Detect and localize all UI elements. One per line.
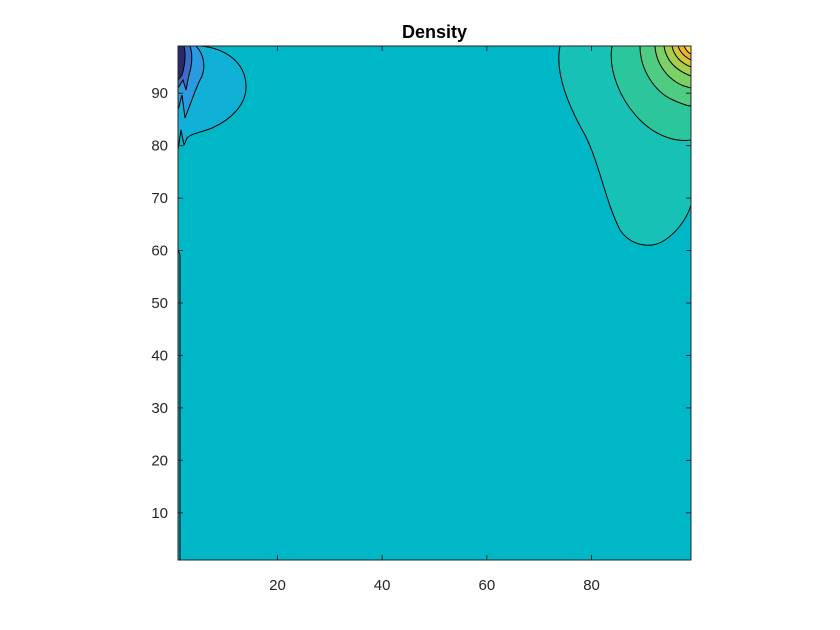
contour-line	[178, 46, 205, 119]
contour-line	[178, 46, 247, 151]
y-tick-label: 50	[151, 295, 168, 312]
contour-line	[639, 46, 691, 107]
low-contour-band-deep	[178, 46, 186, 80]
contour-line	[663, 46, 691, 77]
contour-line	[671, 46, 691, 68]
y-tick-label: 70	[151, 190, 168, 207]
contour-line	[178, 46, 186, 81]
plot-area	[178, 46, 691, 560]
y-tick-label: 40	[151, 347, 168, 364]
x-axis: 20 40 60 80	[269, 46, 600, 594]
x-tick-label: 20	[269, 577, 286, 594]
x-tick-label: 40	[374, 577, 391, 594]
y-tick-label: 30	[151, 400, 168, 417]
x-tick-label: 60	[479, 577, 496, 594]
y-tick-label: 10	[151, 505, 168, 522]
contour-line	[683, 46, 691, 55]
y-tick-label: 90	[151, 85, 168, 102]
x-tick-label: 80	[583, 577, 600, 594]
contour-line	[178, 249, 181, 560]
contour-line	[677, 46, 691, 61]
contour-line	[654, 46, 691, 89]
contour-line	[610, 46, 691, 141]
contour-line	[558, 46, 691, 246]
contour-line	[178, 46, 193, 91]
y-tick-label: 20	[151, 452, 168, 469]
y-axis: 10 20 30 40 50 60 70 80 90	[151, 85, 691, 522]
y-tick-label: 60	[151, 243, 168, 260]
high-contour-band-8	[684, 46, 691, 54]
chart-title: Density	[402, 22, 467, 42]
y-tick-label: 80	[151, 138, 168, 155]
